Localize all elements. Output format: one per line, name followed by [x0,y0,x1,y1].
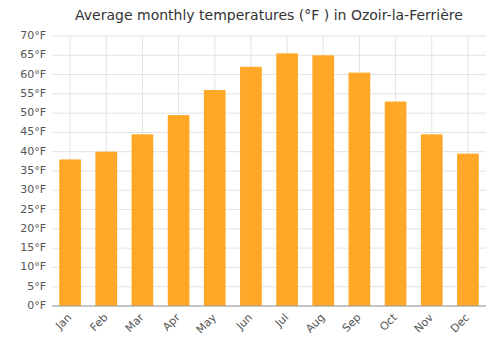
y-grid-line [52,306,486,307]
x-tick-label: Feb [88,311,111,334]
y-tick-label: 70°F [20,29,46,42]
grid [52,36,486,306]
y-tick-label: 30°F [20,183,46,196]
x-tick-label: Mar [123,311,147,335]
y-tick-label: 60°F [20,68,46,81]
chart: 0°F 5°F 10°F 15°F 20°F 25°F 30°F 35°F 40°F 45°F 50… [0,0,500,350]
title: Average monthly temperatures (°F ) in Oz… [75,7,463,23]
y-tick-label: 0°F [27,299,46,312]
bar [385,102,407,306]
y-tick-label: 10°F [20,260,46,273]
x-tick-label: Jan [52,311,74,333]
y-tick-label: 65°F [20,48,46,61]
bar [132,134,154,306]
bar [204,90,226,306]
y-grid-line [52,113,486,114]
y-tick-label: 25°F [20,203,46,216]
page: {"chart_data": {"type": "bar", "title": … [0,0,500,350]
x-tick-label: Sep [340,311,364,335]
x-tick-label: Aug [303,311,327,335]
x-tick-label: May [194,311,220,337]
y-tick-label: 55°F [20,87,46,100]
y-grid-line [52,74,486,75]
x-tick-label: Jul [272,311,291,330]
y-tick-label: 5°F [27,280,46,293]
y-tick-label: 50°F [20,106,46,119]
y-tick-label: 45°F [20,125,46,138]
x-axis-line [52,306,486,307]
bar [59,159,81,306]
y-tick-label: 40°F [20,145,46,158]
x-tick-label: Jun [233,311,255,333]
y-grid-line [52,55,486,56]
x-tick-label: Apr [160,311,183,334]
bars [59,53,479,306]
y-axis: 0°F 5°F 10°F 15°F 20°F 25°F 30°F 35°F 40°F 45°F 50… [20,29,46,312]
y-tick-label: 15°F [20,241,46,254]
bar [95,152,117,306]
y-grid-line [52,36,486,37]
bar [240,67,262,306]
bar [421,134,443,306]
bar [276,53,298,306]
bar [349,73,371,306]
x-tick-label: Nov [412,311,437,336]
y-tick-label: 20°F [20,222,46,235]
y-grid-line [52,93,486,94]
y-tick-label: 35°F [20,164,46,177]
y-grid-line [52,132,486,133]
x-tick-label: Oct [377,311,400,334]
x-axis: Jan Feb Mar Apr May Jun Jul Aug Sep Oct Nov Dec [52,311,472,337]
bar [168,115,190,306]
bar [457,154,479,306]
bar [312,55,334,306]
x-tick-label: Dec [448,311,472,335]
